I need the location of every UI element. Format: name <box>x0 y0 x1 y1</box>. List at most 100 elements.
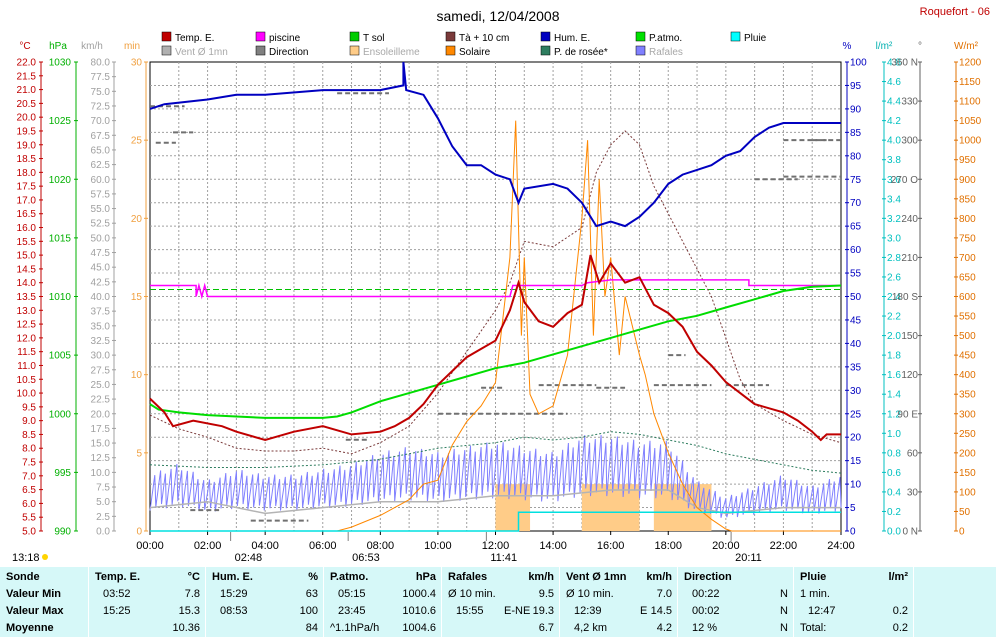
hum-tick-label: 75 <box>850 175 862 186</box>
wind-max-dir: E <box>640 605 648 617</box>
temp-tick-label: 9.0 <box>22 416 36 427</box>
temp-tick-label: 12.5 <box>17 320 37 331</box>
solar-tick-label: 700 <box>959 253 976 264</box>
event-time-label: 20:11 <box>735 552 762 564</box>
wind-max-value: 14.5 <box>650 605 672 617</box>
hum-tick-label: 50 <box>850 292 862 303</box>
temp-min-time: 03:52 <box>103 588 131 600</box>
wind-min-time: Ø 10 min. <box>566 588 614 600</box>
hum-tick-label: 45 <box>850 315 862 326</box>
solar-tick-label: 850 <box>959 194 976 205</box>
temp-tick-label: 9.5 <box>22 402 36 413</box>
rain-tick-label: 0.6 <box>887 468 901 479</box>
solar-tick-label: 500 <box>959 331 976 342</box>
rain-tick-label: 4.8 <box>887 58 901 69</box>
legend-label: Hum. E. <box>554 33 590 44</box>
hum-unit-label: % <box>843 41 852 52</box>
wind-tick-label: 10.0 <box>91 468 111 479</box>
dir-max-value: N <box>780 605 788 617</box>
solar-tick-label: 50 <box>959 507 971 518</box>
sun-tick-label: 25 <box>131 136 143 147</box>
gust-min-value: 9.5 <box>538 588 554 600</box>
press-max-time: 23:45 <box>338 605 366 617</box>
stats-col-press: P.atmo. hPa 05:15 1000.4 23:45 1010.6 ^1… <box>323 567 442 637</box>
hum-max-time: 08:53 <box>220 605 248 617</box>
sun-icon <box>42 554 48 560</box>
chart-axes: 5.0 5.5 6.0 6.5 7.0 7.5 8.0 8.5 9.0 9.5 10.0 10.5 11… <box>17 41 982 552</box>
hum-header: Hum. E. <box>212 571 253 583</box>
dir-tick-label: 0 N <box>902 527 918 538</box>
solar-unit-label: W/m² <box>954 41 979 52</box>
press-tick-label: 1030 <box>49 58 72 69</box>
stats-col-temp: Temp. E. °C 03:52 7.8 15:25 15.3 10.36 <box>88 567 206 637</box>
wind-tick-label: 35.0 <box>91 321 111 332</box>
rain-tick-label: 0.0 <box>887 527 901 538</box>
weather-chart: samedi, 12/04/2008 Roquefort - 06 Temp. … <box>12 6 990 564</box>
temp-tick-label: 13.5 <box>17 292 37 303</box>
wind-tick-label: 32.5 <box>91 336 111 347</box>
temp-tick-label: 16.0 <box>17 223 37 234</box>
wind-tick-label: 57.5 <box>91 189 111 200</box>
wind-tick-label: 60.0 <box>91 175 111 186</box>
dir-unit-label: ° <box>918 41 922 52</box>
temp-tick-label: 18.0 <box>17 168 37 179</box>
solar-tick-label: 950 <box>959 155 976 166</box>
wind-tick-label: 20.0 <box>91 409 111 420</box>
temp-tick-label: 21.5 <box>17 71 37 82</box>
rain-unit: l/m² <box>888 571 908 583</box>
hum-min-value: 63 <box>305 588 318 600</box>
rain-max-value: 0.2 <box>892 605 908 617</box>
wind-avg-value: 4.2 <box>656 622 672 634</box>
wind-tick-label: 17.5 <box>91 424 111 435</box>
hum-unit: % <box>308 571 318 583</box>
stats-col-wind: Vent Ø 1mn km/h Ø 10 min. 7.0 12:39 E 14… <box>559 567 678 637</box>
press-tick-label: 1025 <box>49 116 72 127</box>
dir-header: Direction <box>684 571 732 583</box>
temp-tick-label: 10.5 <box>17 375 37 386</box>
wind-unit-label: km/h <box>81 41 103 52</box>
rain-max-time: 12:47 <box>808 605 836 617</box>
temp-tick-label: 15.5 <box>17 237 37 248</box>
wind-tick-label: 25.0 <box>91 380 111 391</box>
solar-tick-label: 400 <box>959 370 976 381</box>
time-tick-label: 18:00 <box>654 540 682 552</box>
rain-tick-label: 1.4 <box>887 390 901 401</box>
solar-tick-label: 350 <box>959 390 976 401</box>
temp-tick-label: 5.5 <box>22 513 36 524</box>
temp-tick-label: 15.0 <box>17 251 37 262</box>
temp-max-value: 15.3 <box>178 605 200 617</box>
press-min-value: 1000.4 <box>402 588 436 600</box>
rain-tick-label: 3.8 <box>887 155 901 166</box>
stats-table: Sonde Valeur Min Valeur Max Moyenne Temp… <box>0 567 996 637</box>
solar-tick-label: 1200 <box>959 58 982 69</box>
time-tick-label: 02:00 <box>194 540 222 552</box>
gust-unit: km/h <box>528 571 554 583</box>
rain-tick-label: 4.4 <box>887 97 901 108</box>
temp10cm-series-line <box>149 130 842 455</box>
solar-tick-label: 0 <box>959 527 965 538</box>
hum-tick-label: 30 <box>850 386 862 397</box>
legend-swatch <box>540 45 551 56</box>
wind-tick-label: 77.5 <box>91 72 111 83</box>
hum-tick-label: 60 <box>850 245 862 256</box>
time-tick-label: 12:00 <box>482 540 510 552</box>
dir-avg-value: N <box>780 622 788 634</box>
stats-avg-label: Moyenne <box>6 622 54 634</box>
temp-tick-label: 11.5 <box>17 347 36 358</box>
temp-tick-label: 7.5 <box>22 458 36 469</box>
time-tick-label: 24:00 <box>827 540 855 552</box>
temp-tick-label: 14.0 <box>17 278 37 289</box>
solar-tick-label: 250 <box>959 429 976 440</box>
stats-col-labels: Sonde Valeur Min Valeur Max Moyenne <box>0 567 88 637</box>
dir-tick-label: 180 S <box>892 292 918 303</box>
temp-tick-label: 8.0 <box>22 444 36 455</box>
rain-tick-label: 1.6 <box>887 370 901 381</box>
hum-avg-value: 84 <box>305 622 318 634</box>
press-tick-label: 1000 <box>49 409 72 420</box>
wind-tick-label: 55.0 <box>91 204 111 215</box>
temp-tick-label: 22.0 <box>17 58 37 69</box>
wind-tick-label: 47.5 <box>91 248 111 259</box>
temp-tick-label: 20.5 <box>17 99 37 110</box>
solar-tick-label: 300 <box>959 409 976 420</box>
wind-tick-label: 65.0 <box>91 145 111 156</box>
